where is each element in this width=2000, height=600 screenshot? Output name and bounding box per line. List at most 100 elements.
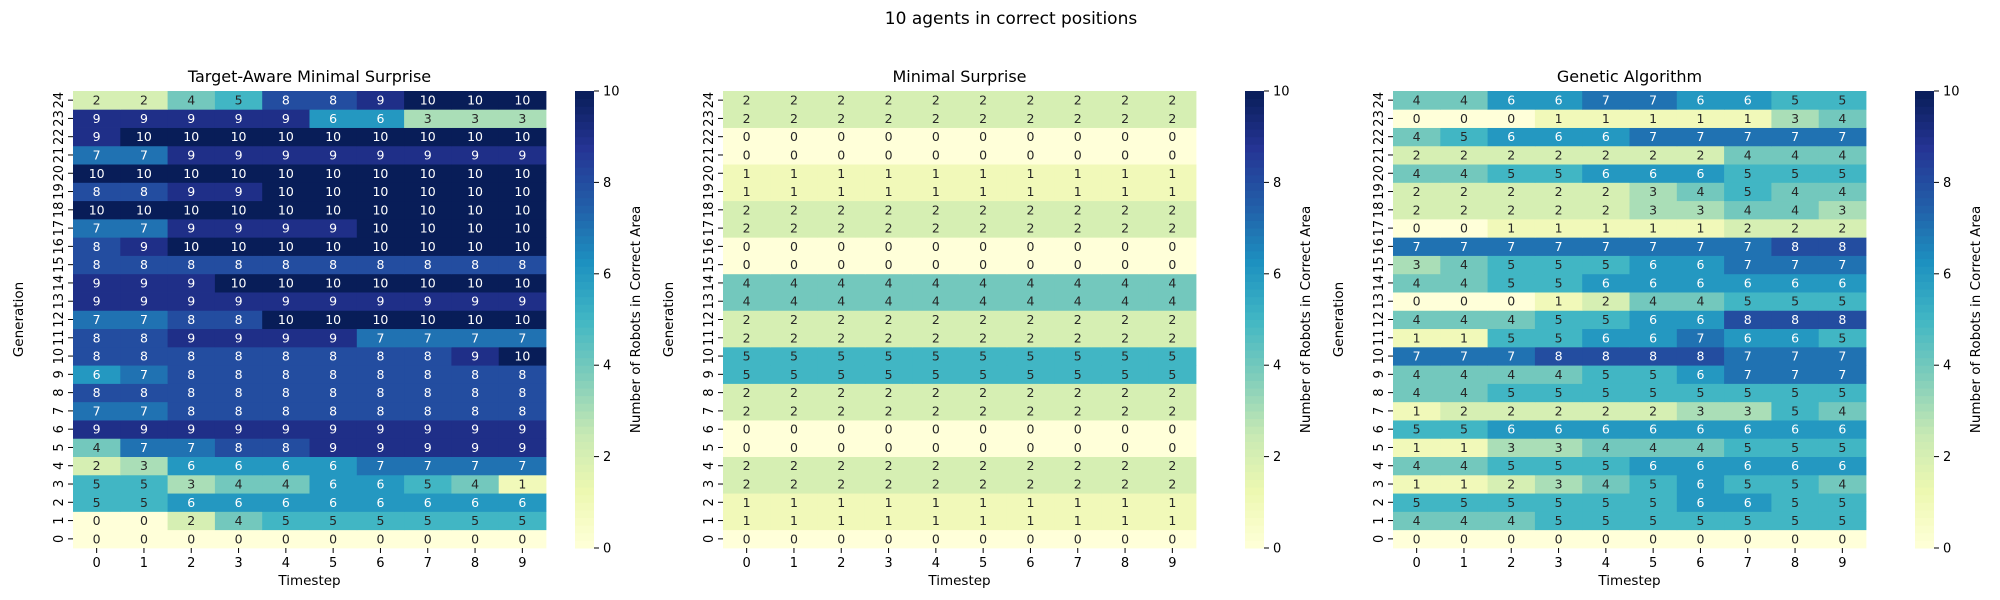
cell-value: 2 (1074, 330, 1082, 345)
cell-value: 10 (420, 221, 436, 236)
colorbar-segment (1245, 509, 1264, 519)
heatmap-cell (1006, 511, 1055, 531)
heatmap-cell (356, 511, 405, 531)
heatmap-cell (1534, 164, 1583, 183)
heatmap-cell (1148, 420, 1197, 439)
colorbar-segment (1245, 174, 1264, 183)
heatmap-cell (1006, 127, 1055, 147)
y-tick-label: 8 (702, 388, 717, 396)
heatmap-cell (1487, 401, 1536, 421)
heatmap-cell (1393, 200, 1441, 220)
heatmap-cell (1440, 493, 1488, 512)
cell-value: 4 (743, 275, 751, 290)
heatmap-cell (498, 164, 547, 183)
heatmap-cell (912, 200, 960, 220)
cell-value: 2 (885, 312, 893, 327)
colorbar-segment (1915, 334, 1934, 343)
cell-value: 2 (932, 385, 940, 400)
heatmap-cell (167, 401, 216, 421)
cell-value: 1 (1168, 184, 1176, 199)
cell-value: 7 (93, 312, 101, 327)
colorbar-segment (1915, 448, 1934, 458)
heatmap-cell (451, 109, 500, 128)
cell-value: 6 (1744, 330, 1752, 345)
colorbar-segment (1245, 342, 1264, 351)
heatmap-cell (1101, 127, 1150, 147)
heatmap-cell (1393, 365, 1441, 384)
heatmap-cell (1771, 109, 1820, 128)
cell-value: 2 (1507, 403, 1515, 418)
colorbar-segment (1915, 365, 1934, 374)
cell-value: 6 (1649, 257, 1657, 272)
cell-value: 2 (1074, 202, 1082, 217)
cell-value: 5 (1744, 440, 1752, 455)
colorbar-segment (1245, 228, 1264, 237)
cell-value: 2 (885, 202, 893, 217)
heatmap-cell (1724, 91, 1772, 110)
colorbar-segment (1915, 395, 1934, 404)
colorbar-tick-label: 2 (1943, 450, 1951, 465)
heatmap-cell (1440, 91, 1488, 110)
y-tick-label: 6 (1372, 425, 1387, 433)
heatmap-cell (1440, 255, 1488, 275)
heatmap-cell (959, 365, 1008, 384)
heatmap-cell (1440, 328, 1488, 348)
heatmap-cell (1148, 493, 1197, 512)
cell-value: 8 (471, 403, 479, 418)
heatmap-cell (214, 91, 263, 110)
colorbar-segment (1245, 517, 1264, 526)
heatmap-cell (959, 420, 1008, 439)
cell-value: 6 (1602, 129, 1610, 144)
heatmap-cell (723, 292, 771, 311)
cell-value: 4 (1744, 147, 1752, 162)
cell-value: 2 (932, 202, 940, 217)
cell-value: 9 (329, 221, 337, 236)
heatmap-cell (1629, 292, 1678, 311)
cell-value: 2 (187, 513, 195, 528)
cell-value: 10 (278, 275, 294, 290)
cell-value: 6 (1649, 458, 1657, 473)
heatmap-cell (864, 310, 913, 330)
cell-value: 2 (1413, 147, 1421, 162)
cell-value: 1 (743, 513, 751, 528)
cell-value: 1 (790, 495, 798, 510)
heatmap-cell (1440, 292, 1488, 311)
heatmap-cell (167, 182, 216, 202)
colorbar-segment (1245, 395, 1264, 404)
heatmap-cell (262, 511, 310, 531)
cell-value: 6 (1507, 93, 1515, 108)
cell-value: 8 (424, 367, 432, 382)
heatmap-cell (404, 493, 452, 512)
cell-value: 8 (140, 385, 148, 400)
cell-value: 1 (743, 184, 751, 199)
y-tick-label: 3 (1372, 480, 1387, 488)
heatmap-cell (1101, 145, 1150, 165)
cell-value: 0 (1074, 531, 1082, 546)
cell-value: 10 (278, 129, 294, 144)
cell-value: 8 (282, 349, 290, 364)
heatmap-cell (1487, 91, 1536, 110)
cell-value: 10 (514, 129, 530, 144)
cell-value: 2 (1460, 147, 1468, 162)
heatmap-cell (498, 346, 547, 366)
heatmap-cell (1582, 438, 1630, 457)
cell-value: 10 (325, 184, 341, 199)
cell-value: 1 (1026, 166, 1034, 181)
cell-value: 0 (1121, 422, 1129, 437)
heatmap-cell (959, 145, 1008, 165)
heatmap-cell (770, 145, 818, 165)
heatmap-cell (1393, 456, 1441, 476)
cell-value: 4 (282, 477, 290, 492)
heatmap-cell (1054, 145, 1102, 165)
cell-value: 8 (282, 367, 290, 382)
colorbar-segment (575, 167, 594, 176)
cell-value: 7 (1696, 330, 1704, 345)
heatmap-cell (404, 529, 452, 549)
figure-suptitle: 10 agents in correct positions (885, 9, 1138, 29)
heatmap-cell (404, 401, 452, 421)
cell-value: 8 (1744, 312, 1752, 327)
cell-value: 1 (885, 184, 893, 199)
cell-value: 0 (1507, 294, 1515, 309)
colorbar-label: Number of Robots in Correct Area (1968, 206, 1984, 434)
cell-value: 2 (1121, 221, 1129, 236)
